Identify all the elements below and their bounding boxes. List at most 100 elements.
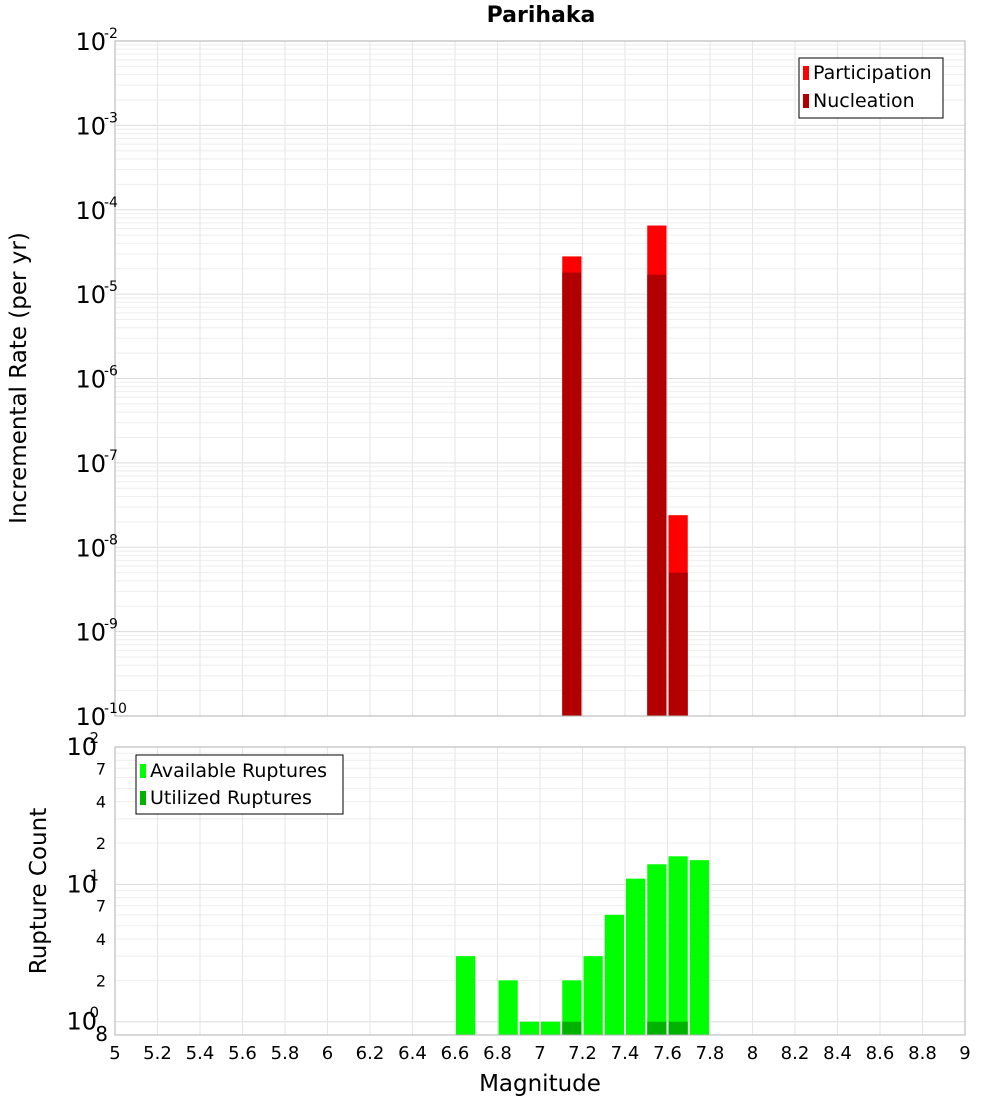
chart-title: Parihaka bbox=[487, 3, 596, 28]
x-tick-label: 8 bbox=[747, 1043, 758, 1064]
top-bars bbox=[562, 225, 688, 716]
top-y-tick-base: 10 bbox=[75, 197, 106, 225]
bottom-y-tick-exponent: 2 bbox=[89, 729, 99, 747]
utilized-legend-swatch bbox=[140, 791, 146, 805]
available-legend-label: Available Ruptures bbox=[150, 760, 327, 782]
bottom-bar-available-ruptures bbox=[689, 860, 709, 1035]
top-bar-nucleation bbox=[668, 572, 688, 716]
top-y-tick-label: 10-8 bbox=[75, 532, 118, 562]
top-y-tick-label: 10-7 bbox=[75, 448, 118, 478]
utilized-legend-label: Utilized Ruptures bbox=[150, 787, 312, 809]
bottom-bar-available-ruptures bbox=[519, 1021, 539, 1035]
x-tick-label: 8.2 bbox=[781, 1043, 810, 1064]
bottom-bar-available-ruptures bbox=[626, 878, 646, 1035]
top-y-tick-exponent: -10 bbox=[104, 701, 127, 717]
available-legend-swatch bbox=[140, 764, 146, 778]
bottom-y-minor-tick-label: 4 bbox=[96, 930, 106, 949]
bottom-bar-utilized-ruptures bbox=[668, 1021, 688, 1035]
x-tick-label: 7.6 bbox=[653, 1043, 682, 1064]
x-tick-label: 8.6 bbox=[866, 1043, 895, 1064]
top-y-tick-base: 10 bbox=[75, 450, 106, 478]
x-tick-label: 9 bbox=[959, 1043, 970, 1064]
nucleation-legend-swatch bbox=[803, 94, 809, 108]
x-tick-label: 7.4 bbox=[611, 1043, 640, 1064]
x-tick-label: 7.2 bbox=[568, 1043, 597, 1064]
top-y-tick-base: 10 bbox=[75, 534, 106, 562]
x-tick-label: 7 bbox=[534, 1043, 545, 1064]
top-y-tick-exponent: -6 bbox=[104, 364, 118, 380]
top-y-tick-label: 10-10 bbox=[75, 701, 126, 731]
top-y-tick-label: 10-6 bbox=[75, 364, 118, 394]
x-tick-label: 5.4 bbox=[186, 1043, 215, 1064]
x-tick-label: 6.4 bbox=[398, 1043, 427, 1064]
x-tick-label: 5 bbox=[109, 1043, 120, 1064]
top-plot-border bbox=[114, 40, 966, 717]
top-legend: Participation Nucleation bbox=[798, 57, 944, 119]
top-y-tick-exponent: -4 bbox=[104, 195, 118, 211]
top-y-tick-exponent: -9 bbox=[104, 617, 118, 633]
x-tick-label: 6.2 bbox=[356, 1043, 385, 1064]
bottom-bar-utilized-ruptures bbox=[647, 1021, 667, 1035]
bottom-y-minor-tick-label: 2 bbox=[96, 971, 106, 990]
x-tick-label: 5.8 bbox=[271, 1043, 300, 1064]
bottom-bar-available-ruptures bbox=[562, 980, 582, 1035]
bottom-y-minor-tick-label: 4 bbox=[96, 793, 106, 812]
top-y-tick-base: 10 bbox=[75, 112, 106, 140]
x-tick-labels: 5 5.2 5.4 5.6 5.8 6 6.2 6.4 6.6 6.8 7 7.2 7.4 7.6 7.8 8… bbox=[109, 1043, 970, 1064]
top-y-axis-label: Incremental Rate (per yr) bbox=[6, 232, 32, 524]
top-y-tick-base: 10 bbox=[75, 28, 106, 56]
participation-legend-label: Participation bbox=[813, 62, 932, 84]
bottom-plot-border bbox=[114, 746, 966, 1036]
top-y-tick-label: 10-4 bbox=[75, 195, 118, 225]
bottom-y-axis-label: Rupture Count bbox=[26, 808, 52, 974]
bottom-y-minor-tick-label: 7 bbox=[96, 897, 106, 916]
bottom-bar-available-ruptures bbox=[604, 914, 624, 1035]
bottom-bars bbox=[456, 856, 709, 1035]
bottom-bar-available-ruptures bbox=[583, 956, 603, 1035]
x-tick-label: 6.6 bbox=[441, 1043, 470, 1064]
top-y-tick-base: 10 bbox=[75, 703, 106, 731]
top-bar-nucleation bbox=[562, 272, 582, 716]
bottom-y-tick-base: 10 bbox=[66, 1008, 97, 1036]
top-y-tick-label: 10-5 bbox=[75, 279, 118, 309]
top-y-tick-exponent: -7 bbox=[104, 448, 118, 464]
bottom-y-minor-tick-label: 2 bbox=[96, 834, 106, 853]
bottom-y-tick-exponent: 0 bbox=[89, 1004, 99, 1022]
bottom-y-tick-label: 102 bbox=[66, 729, 99, 761]
top-y-tick-base: 10 bbox=[75, 281, 106, 309]
bottom-bar-utilized-ruptures bbox=[562, 1021, 582, 1035]
bottom-bar-available-ruptures bbox=[668, 856, 688, 1035]
nucleation-legend-label: Nucleation bbox=[813, 90, 915, 112]
x-tick-label: 8.4 bbox=[823, 1043, 852, 1064]
x-tick-label: 5.6 bbox=[228, 1043, 257, 1064]
bottom-y-minor-tick-label: 8 bbox=[95, 1022, 108, 1046]
bottom-y-tick-base: 10 bbox=[66, 733, 97, 761]
bottom-y-minor-tick-label: 7 bbox=[96, 759, 106, 778]
top-y-tick-exponent: -5 bbox=[104, 279, 118, 295]
top-y-tick-exponent: -8 bbox=[104, 532, 118, 548]
top-y-tick-label: 10-2 bbox=[75, 26, 118, 56]
x-tick-label: 6 bbox=[322, 1043, 333, 1064]
top-y-tick-label: 10-3 bbox=[75, 110, 118, 140]
x-axis-label: Magnitude bbox=[479, 1071, 601, 1097]
bottom-y-tick-label: 100 bbox=[66, 1004, 99, 1036]
top-y-tick-exponent: -3 bbox=[104, 110, 118, 126]
top-y-tick-base: 10 bbox=[75, 619, 106, 647]
x-tick-label: 8.8 bbox=[908, 1043, 937, 1064]
x-tick-label: 5.2 bbox=[143, 1043, 172, 1064]
bottom-y-tick-exponent: 1 bbox=[89, 866, 99, 884]
bottom-bar-available-ruptures bbox=[541, 1021, 561, 1035]
x-tick-label: 6.8 bbox=[483, 1043, 512, 1064]
bottom-bar-available-ruptures bbox=[647, 864, 667, 1035]
top-y-tick-exponent: -2 bbox=[104, 26, 118, 42]
bottom-legend: Available Ruptures Utilized Ruptures bbox=[135, 754, 344, 815]
bottom-bar-available-ruptures bbox=[456, 956, 476, 1035]
bottom-bar-available-ruptures bbox=[498, 980, 518, 1035]
participation-legend-swatch bbox=[803, 66, 809, 80]
